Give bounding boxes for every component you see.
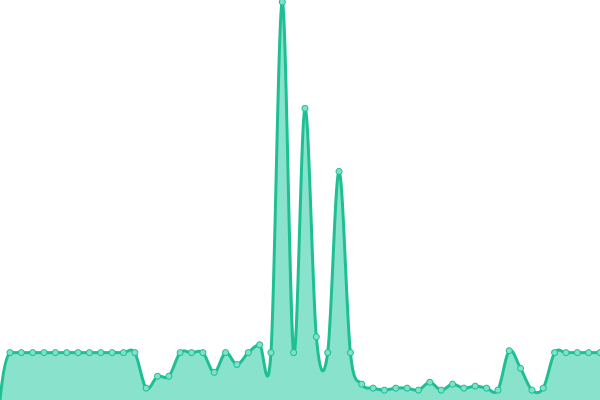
data-point-21 — [244, 349, 252, 357]
data-point-37 — [426, 378, 434, 386]
data-point-50 — [573, 349, 581, 357]
data-point-31 — [358, 380, 366, 388]
data-point-47 — [539, 384, 547, 392]
data-point-4 — [51, 349, 59, 357]
data-point-41 — [471, 382, 479, 390]
data-point-9 — [108, 349, 116, 357]
data-point-40 — [460, 384, 468, 392]
data-point-46 — [528, 386, 536, 394]
data-point-29 — [335, 167, 343, 175]
data-point-23 — [267, 349, 275, 357]
data-point-6 — [74, 349, 82, 357]
data-points — [6, 0, 600, 394]
data-point-17 — [199, 349, 207, 357]
data-point-14 — [165, 372, 173, 380]
data-point-34 — [392, 384, 400, 392]
data-point-0 — [6, 349, 14, 357]
data-point-7 — [85, 349, 93, 357]
data-point-32 — [369, 384, 377, 392]
data-point-3 — [40, 349, 48, 357]
data-point-10 — [119, 349, 127, 357]
data-point-49 — [562, 349, 570, 357]
data-point-30 — [346, 349, 354, 357]
data-point-8 — [97, 349, 105, 357]
data-point-12 — [142, 384, 150, 392]
data-point-13 — [154, 372, 161, 380]
data-point-35 — [403, 384, 411, 392]
data-point-48 — [551, 349, 559, 357]
data-point-42 — [483, 384, 491, 392]
data-point-11 — [131, 349, 139, 357]
data-point-51 — [585, 349, 593, 357]
data-point-15 — [176, 349, 184, 357]
data-point-16 — [188, 349, 196, 357]
data-point-1 — [17, 349, 25, 357]
data-point-52 — [596, 349, 600, 357]
data-point-25 — [290, 349, 298, 357]
data-point-26 — [301, 104, 309, 112]
data-point-43 — [494, 386, 502, 394]
data-point-38 — [437, 386, 445, 394]
data-point-33 — [380, 386, 388, 394]
data-point-27 — [312, 333, 320, 341]
data-point-22 — [256, 341, 264, 349]
data-point-2 — [29, 349, 37, 357]
data-point-18 — [210, 368, 218, 376]
data-point-20 — [233, 360, 241, 368]
data-point-5 — [63, 349, 71, 357]
data-point-44 — [505, 347, 513, 355]
data-point-45 — [517, 364, 525, 372]
data-point-28 — [324, 349, 332, 357]
data-point-19 — [222, 349, 230, 357]
data-point-36 — [414, 386, 422, 394]
data-point-39 — [449, 380, 456, 388]
data-point-24 — [278, 0, 286, 6]
